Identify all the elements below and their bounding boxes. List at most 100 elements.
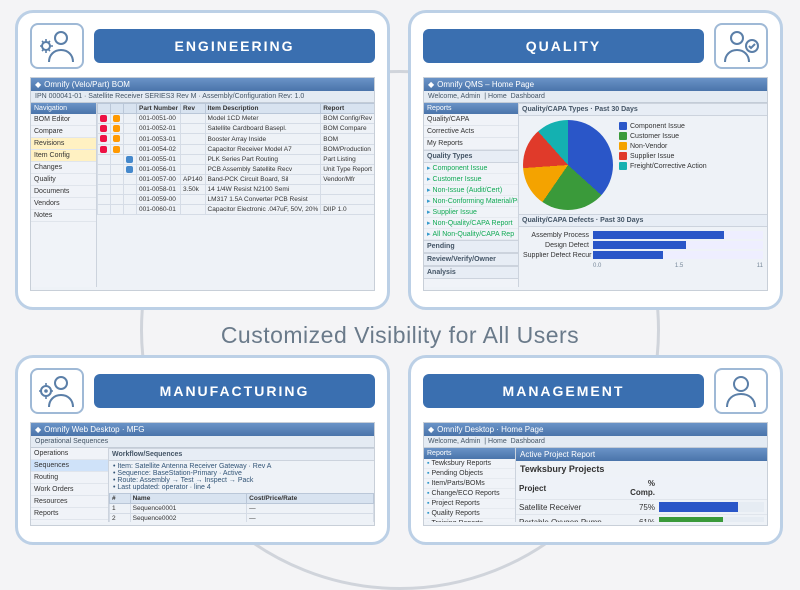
quality-person-check-icon [714,23,768,69]
panel-quality: QUALITY ◆Omnify QMS – Home Page Welcome,… [408,10,783,310]
nav-item[interactable]: ▪Change/ECO Reports [424,489,515,499]
tree-item[interactable]: ▸All Non-Quality/CAPA Rep [424,229,518,240]
app-titlebar: ◆Omnify Web Desktop · MFG [31,423,374,436]
table-row[interactable]: 1Sequence0001— [110,504,374,514]
detail-line: • Route: Assembly → Test → Inspect → Pac… [113,477,370,484]
nav-item[interactable]: Quality/CAPA [424,114,518,126]
app-toolbar: Operational Sequences [31,436,374,448]
tree-item[interactable]: ▸Non-Quality/CAPA Report [424,218,518,229]
tab-home[interactable]: Home [488,93,507,100]
nav-item[interactable]: Operations [31,448,108,460]
table-row[interactable]: 001-0058-013.50k14 1/4W Resist N2100 Sem… [98,185,375,195]
table-row[interactable]: 001-0055-01PLK Series Part RoutingPart L… [98,154,375,164]
table-row[interactable]: 001-0056-01PCB Assembly Satellite RecvUn… [98,165,375,175]
app-titlebar: ◆Omnify (Velo/Part) BOM [31,78,374,91]
tree-item[interactable]: ▸Supplier Issue [424,207,518,218]
center-title: Customized Visibility for All Users [0,322,800,349]
nav-item[interactable]: Sequences [31,460,108,472]
nav-item[interactable]: Revisions [31,138,96,150]
nav-item[interactable]: Quality [31,174,96,186]
detail-line: • Item: Satellite Antenna Receiver Gatew… [113,463,370,470]
manufacturing-app: ◆Omnify Web Desktop · MFG Operational Se… [30,422,375,526]
quality-pie-chart [523,120,613,210]
engineering-app: ◆Omnify (Velo/Part) BOM IPN 000041-01 · … [30,77,375,291]
tab-home[interactable]: Home [488,438,507,445]
app-titlebar: ◆Omnify QMS – Home Page [424,78,767,91]
project-row[interactable]: Satellite Receiver 75% [516,500,767,515]
nav-item[interactable]: Documents [31,186,96,198]
nav-sidebar: Navigation BOM EditorCompareRevisionsIte… [31,103,97,287]
tree-item[interactable]: ▸Non-Issue (Audit/Cert) [424,185,518,196]
panel-engineering: ENGINEERING ◆Omnify (Velo/Part) BOM IPN … [15,10,390,310]
nav-item[interactable]: Work Orders [31,484,108,496]
table-row[interactable]: 001-0051-00Model 1CD MeterBOM Config/Rev… [98,114,375,124]
nav-item[interactable]: ▪Tewksbury Reports [424,459,515,469]
nav-item[interactable]: Item Config [31,150,96,162]
panel-title: MANUFACTURING [94,374,375,408]
nav-item[interactable]: Compare [31,126,96,138]
nav-item[interactable]: Notes [31,210,96,222]
tree-item[interactable]: ▸Customer Issue [424,174,518,185]
pie-title: Quality/CAPA Types · Past 30 Days [519,103,767,116]
mfg-main-title: Workflow/Sequences [109,448,374,461]
nav-item[interactable]: Corrective Acts [424,126,518,138]
group-title: Tewksbury Projects [516,461,767,477]
legend-item: Component Issue [619,122,707,130]
nav-item[interactable]: Vendors [31,198,96,210]
detail-line: • Last updated: operator · line 4 [113,484,370,491]
app-toolbar: Welcome, Admin | Home Dashboard [424,436,767,448]
table-row[interactable]: 001-0057-00AP140Band-PCK Circuit Board, … [98,175,375,185]
bar-row: Design Defect [523,241,763,249]
management-person-icon [714,368,768,414]
nav-item[interactable]: Reports [31,508,108,520]
nav-item[interactable]: Changes [31,162,96,174]
nav-item[interactable]: ▪Quality Reports [424,509,515,519]
engineering-person-gear-icon [30,23,84,69]
nav-item[interactable]: ▪Training Reports [424,519,515,522]
nav-item[interactable]: ▪Pending Objects [424,469,515,479]
legend-item: Supplier Issue [619,152,707,160]
nav-item[interactable]: ▪Project Reports [424,499,515,509]
table-row[interactable]: 001-0059-00LM317 1.5A Converter PCB Resi… [98,195,375,205]
tab-dashboard[interactable]: Dashboard [511,93,545,100]
app-titlebar: ◆Omnify Desktop · Home Page [424,423,767,436]
legend-item: Freight/Corrective Action [619,162,707,170]
tree-header: Quality Types [424,150,518,163]
management-app: ◆Omnify Desktop · Home Page Welcome, Adm… [423,422,768,526]
nav-header: Reports [424,448,515,459]
panel-title: MANAGEMENT [423,374,704,408]
section-header[interactable]: Pending [424,240,518,253]
table-row[interactable]: 001-0054-02Capacitor Receiver Model A7BO… [98,144,375,154]
section-header[interactable]: Review/Verify/Owner [424,253,518,266]
project-row[interactable]: Portable Oxygen Pump 61% [516,515,767,522]
table-row[interactable]: 001-0060-01Capacitor Electronic .047uF, … [98,205,375,215]
quality-dashboard: Quality/CAPA Types · Past 30 Days Compon… [519,103,767,287]
bars-title: Quality/CAPA Defects · Past 30 Days [519,214,767,227]
nav-header: Reports [424,103,518,114]
app-toolbar: Welcome, Admin | Home Dashboard [424,91,767,103]
bar-row: Assembly Process [523,231,763,239]
nav-item[interactable]: ▪Item/Parts/BOMs [424,479,515,489]
quality-bar-chart: Assembly ProcessDesign DefectSupplier De… [519,227,767,263]
nav-item[interactable]: Setup [31,520,108,522]
panel-management: MANAGEMENT ◆Omnify Desktop · Home Page W… [408,355,783,545]
tree-item[interactable]: ▸Non-Conforming Material/Prod [424,196,518,207]
pie-legend: Component IssueCustomer IssueNon-VendorS… [619,120,707,210]
nav-item[interactable]: My Reports [424,138,518,150]
manufacturing-person-cog-icon [30,368,84,414]
table-row[interactable]: 001-0053-01Booster Array InsideBOM1.0 [98,134,375,144]
table-row[interactable]: 001-0052-01Satellite Cardboard Basepl.BO… [98,124,375,134]
nav-sidebar: OperationsSequencesRoutingWork OrdersRes… [31,448,109,522]
table-row[interactable]: 2Sequence0002— [110,514,374,523]
project-report: Active Project Report Tewksbury Projects… [516,448,767,522]
nav-item[interactable]: Routing [31,472,108,484]
nav-item[interactable]: BOM Editor [31,114,96,126]
nav-header: Navigation [31,103,96,114]
nav-item[interactable]: Resources [31,496,108,508]
sequence-table: #NameCost/Price/Rate1Sequence0001—2Seque… [109,493,374,522]
tab-dashboard[interactable]: Dashboard [511,438,545,445]
section-header[interactable]: Analysis [424,266,518,279]
app-toolbar: IPN 000041-01 · Satellite Receiver SERIE… [31,91,374,103]
tree-item[interactable]: ▸Component Issue [424,163,518,174]
panel-title: QUALITY [423,29,704,63]
